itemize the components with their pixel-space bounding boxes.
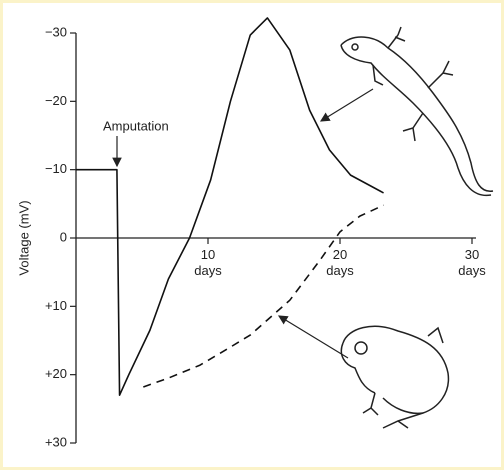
- x-tick-label: 20 days: [326, 247, 354, 278]
- y-tick-label: −20: [45, 93, 67, 108]
- y-tick-label: 0: [60, 229, 67, 244]
- y-axis-title: Voltage (mV): [16, 200, 31, 275]
- data-line: [76, 17, 384, 396]
- frog-illustration: [340, 325, 450, 429]
- y-tick-label: +10: [45, 298, 67, 313]
- y-tick-label: −30: [45, 24, 67, 39]
- y-tick-label: −10: [45, 161, 67, 176]
- annotation: Amputation: [103, 118, 169, 133]
- data-line: [143, 204, 384, 388]
- x-tick-label: 30 days: [458, 247, 486, 278]
- y-tick-label: +20: [45, 366, 67, 381]
- pointer-arrow: [277, 315, 349, 359]
- x-tick-label: 10 days: [194, 247, 222, 278]
- salamander-illustration: [340, 26, 494, 197]
- y-tick-label: +30: [45, 434, 67, 449]
- pointer-arrow: [319, 88, 374, 122]
- chart: Voltage (mV) Amputation −30 −20 −10 0 +10 +20…: [16, 17, 494, 449]
